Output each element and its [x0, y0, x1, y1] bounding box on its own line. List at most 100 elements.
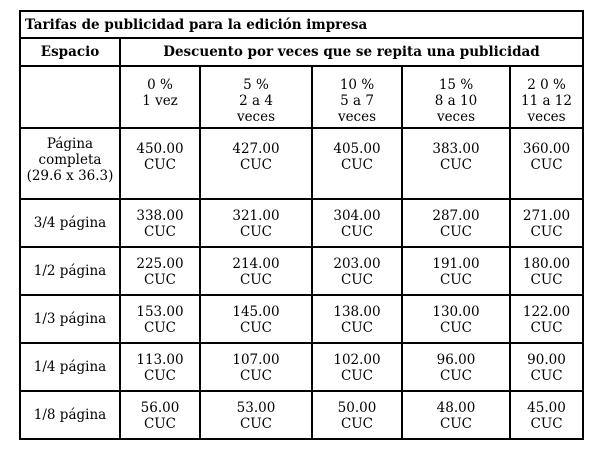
price-value: 450.00 [136, 141, 184, 157]
price-cell: 53.00 CUC [199, 390, 313, 440]
discount-percent: 10 % [339, 77, 375, 93]
space-label: 1/4 página [33, 359, 107, 375]
title-row: Tarifas de publicidad para la edición im… [18, 10, 585, 39]
price-cell: 122.00 CUC [508, 294, 585, 344]
table-title: Tarifas de publicidad para la edición im… [18, 10, 585, 39]
price-currency: CUC [530, 368, 563, 384]
price-cell: 321.00 CUC [199, 198, 313, 248]
price-cell: 203.00 CUC [311, 246, 403, 296]
space-label: 3/4 página [33, 215, 107, 231]
price-cell: 427.00 CUC [199, 127, 313, 200]
space-label: 1/8 página [33, 407, 107, 423]
price-cell: 130.00 CUC [401, 294, 511, 344]
price-currency: CUC [143, 224, 177, 240]
price-currency: CUC [530, 157, 563, 173]
price-cell: 45.00 CUC [508, 390, 585, 440]
discount-cell: 5 % 2 a 4 veces [199, 65, 313, 129]
price-value: 304.00 [333, 208, 381, 224]
discount-times-unit: veces [527, 109, 566, 125]
space-label: 1/2 página [33, 263, 107, 279]
price-value: 48.00 [436, 400, 476, 416]
discount-times-unit: veces [337, 109, 377, 125]
space-header: Espacio [19, 37, 121, 67]
price-currency: CUC [143, 157, 177, 173]
price-currency: CUC [340, 224, 374, 240]
space-cell: Página completa (29.6 x 36.3) [19, 127, 121, 200]
price-cell: 90.00 CUC [508, 342, 585, 392]
price-cell: 107.00 CUC [199, 342, 313, 392]
price-currency: CUC [143, 272, 177, 288]
price-value: 102.00 [333, 352, 381, 368]
space-cell: 1/3 página [19, 294, 121, 344]
discount-cell: 10 % 5 a 7 veces [311, 65, 403, 129]
price-currency: CUC [143, 320, 177, 336]
discount-times: 1 vez [142, 93, 178, 109]
price-value: 383.00 [432, 141, 480, 157]
price-cell: 56.00 CUC [119, 390, 201, 440]
price-currency: CUC [530, 224, 563, 240]
price-currency: CUC [239, 320, 273, 336]
price-currency: CUC [439, 157, 473, 173]
price-cell: 180.00 CUC [508, 246, 585, 296]
price-value: 338.00 [136, 208, 184, 224]
price-cell: 405.00 CUC [311, 127, 403, 200]
price-cell: 153.00 CUC [119, 294, 201, 344]
discount-times-unit: veces [236, 109, 276, 125]
price-value: 405.00 [333, 141, 381, 157]
price-value: 45.00 [527, 400, 566, 416]
price-cell: 225.00 CUC [119, 246, 201, 296]
price-cell: 102.00 CUC [311, 342, 403, 392]
price-cell: 271.00 CUC [508, 198, 585, 248]
space-label: 1/3 página [33, 311, 107, 327]
price-cell: 338.00 CUC [119, 198, 201, 248]
price-value: 50.00 [337, 400, 377, 416]
price-cell: 287.00 CUC [401, 198, 511, 248]
table-row: 1/2 página 225.00 CUC 214.00 CUC 203.00 CUC 191… [19, 246, 585, 296]
price-value: 107.00 [232, 352, 280, 368]
price-currency: CUC [439, 272, 473, 288]
discount-percent: 0 % [147, 77, 173, 93]
space-cell: 3/4 página [19, 198, 121, 248]
price-value: 56.00 [140, 400, 180, 416]
price-value: 113.00 [136, 352, 184, 368]
price-value: 214.00 [232, 256, 280, 272]
price-currency: CUC [439, 224, 473, 240]
space-label: (29.6 x 36.3) [26, 168, 114, 184]
discount-cell: 0 % 1 vez [119, 65, 201, 129]
price-value: 203.00 [333, 256, 381, 272]
price-currency: CUC [340, 368, 374, 384]
price-value: 130.00 [432, 304, 480, 320]
price-value: 145.00 [232, 304, 280, 320]
price-currency: CUC [239, 157, 273, 173]
price-value: 287.00 [432, 208, 480, 224]
price-value: 180.00 [522, 256, 571, 272]
rates-table: Tarifas de publicidad para la edición im… [18, 10, 585, 440]
price-currency: CUC [530, 320, 563, 336]
space-cell: 1/4 página [19, 342, 121, 392]
price-cell: 214.00 CUC [199, 246, 313, 296]
price-currency: CUC [530, 272, 563, 288]
price-value: 122.00 [522, 304, 571, 320]
price-cell: 450.00 CUC [119, 127, 201, 200]
space-label: completa [38, 152, 102, 168]
price-currency: CUC [239, 224, 273, 240]
price-value: 360.00 [522, 141, 571, 157]
header-row: Espacio Descuento por veces que se repit… [19, 37, 585, 67]
discount-percent: 5 % [243, 77, 269, 93]
price-currency: CUC [439, 416, 473, 432]
table-row: 1/4 página 113.00 CUC 107.00 CUC 102.00 CUC 96.… [19, 342, 585, 392]
price-cell: 50.00 CUC [311, 390, 403, 440]
table-row: 3/4 página 338.00 CUC 321.00 CUC 304.00 CUC 287… [19, 198, 585, 248]
table-row: 1/8 página 56.00 CUC 53.00 CUC 50.00 CUC 48.00 C… [19, 390, 585, 440]
price-value: 53.00 [236, 400, 276, 416]
table-row: 1/3 página 153.00 CUC 145.00 CUC 138.00 CUC 130… [19, 294, 585, 344]
empty-corner-cell [19, 65, 121, 129]
price-currency: CUC [439, 320, 473, 336]
price-cell: 191.00 CUC [401, 246, 511, 296]
price-currency: CUC [530, 416, 563, 432]
space-cell: 1/8 página [19, 390, 121, 440]
price-currency: CUC [340, 416, 374, 432]
price-currency: CUC [239, 368, 273, 384]
discount-header: Descuento por veces que se repita una pu… [118, 37, 585, 67]
price-currency: CUC [239, 272, 273, 288]
